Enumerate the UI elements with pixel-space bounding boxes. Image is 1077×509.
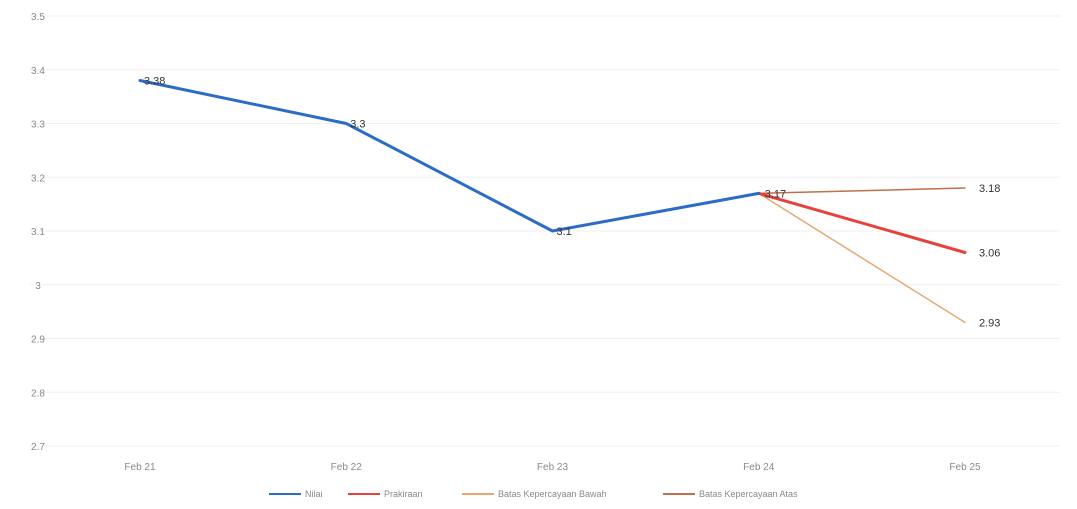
y-tick-label: 2.8 — [31, 388, 45, 399]
data-label: 3.3 — [350, 119, 365, 131]
x-tick-label: Feb 21 — [124, 462, 156, 473]
legend-label: Batas Kepercayaan Bawah — [498, 489, 607, 499]
legend-label: Prakiraan — [384, 489, 423, 499]
y-tick-label: 2.9 — [31, 335, 45, 346]
gridlines — [30, 15, 1060, 447]
data-label: 3.17 — [765, 188, 786, 200]
legend-label: Batas Kepercayaan Atas — [699, 489, 798, 499]
y-tick-label: 3.2 — [31, 173, 45, 184]
y-tick-label: 2.7 — [31, 442, 45, 453]
y-tick-label: 3.3 — [31, 120, 45, 131]
x-axis: Feb 21 Feb 22 Feb 23 Feb 24 Feb 25 — [124, 462, 981, 473]
y-tick-label: 3.4 — [31, 66, 45, 77]
y-tick-label: 3.1 — [31, 227, 45, 238]
x-tick-label: Feb 22 — [331, 462, 363, 473]
series-line-2 — [758, 192, 966, 324]
data-label: 3.18 — [979, 183, 1000, 195]
data-label: 3.38 — [144, 76, 165, 88]
x-tick-label: Feb 24 — [743, 462, 775, 473]
series-lines — [138, 79, 967, 324]
legend: Nilai Prakiraan Batas Kepercayaan Bawah Bat… — [269, 489, 798, 499]
y-tick-label: 3.5 — [31, 12, 45, 23]
data-labels: 3.38 3.3 3.1 3.17 3.06 2.93 3.18 — [144, 76, 1000, 330]
series-line-1 — [757, 191, 967, 254]
y-axis: 3.5 3.4 3.3 3.2 3.1 3 2.9 2.8 2.7 — [31, 12, 45, 453]
legend-label: Nilai — [305, 489, 323, 499]
data-label: 3.1 — [557, 226, 572, 238]
series-line-3 — [758, 187, 966, 195]
y-tick-label: 3 — [35, 281, 41, 292]
data-label: 3.06 — [979, 248, 1000, 260]
series-line-0 — [138, 79, 761, 233]
x-tick-label: Feb 23 — [537, 462, 569, 473]
x-tick-label: Feb 25 — [949, 462, 981, 473]
data-label: 2.93 — [979, 317, 1000, 329]
